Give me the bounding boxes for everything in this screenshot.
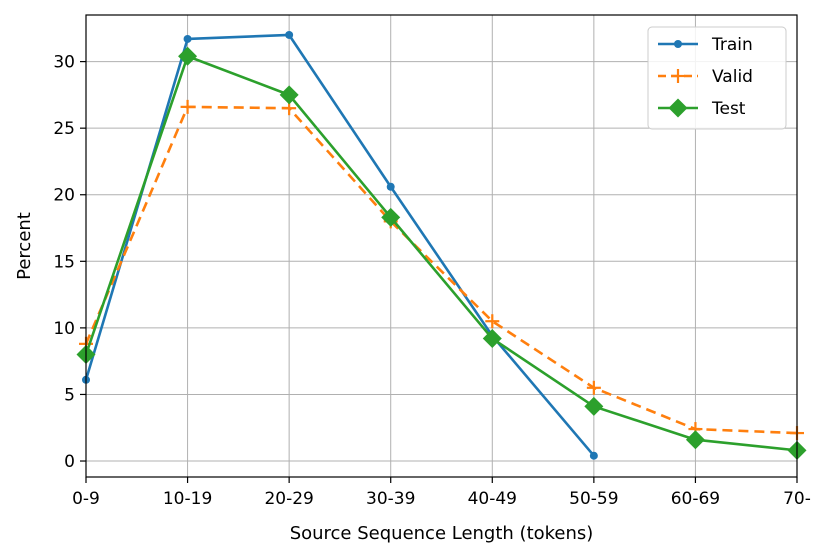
legend-label-train: Train: [711, 35, 753, 55]
series-line-valid: [84, 105, 798, 435]
series-train: [82, 30, 598, 460]
series-test: [76, 46, 807, 460]
x-tick-label: 20-29: [264, 489, 313, 509]
x-tick-label: 40-49: [468, 489, 517, 509]
x-tick-label: 60-69: [671, 489, 720, 509]
data-point-valid: [485, 314, 500, 329]
legend-label-valid: Valid: [712, 67, 753, 87]
legend-entry-train: Train: [658, 35, 753, 55]
ticks: 0-9 10-19 20-29 30-39 40-49 50-59 60-69 70- 0 5 10…: [53, 53, 811, 509]
legend-marker-train: [674, 40, 682, 48]
y-axis-title: Percent: [14, 212, 35, 280]
data-point-valid: [180, 99, 195, 114]
plot-frame: [85, 14, 798, 478]
y-tick-label: 30: [53, 53, 75, 73]
legend-marker-test: [668, 98, 688, 118]
legend: Train Valid Test: [647, 26, 787, 130]
y-tick-label: 15: [53, 252, 75, 272]
legend-marker-valid: [671, 69, 685, 83]
y-tick-label: 0: [64, 452, 75, 472]
data-point-train: [183, 34, 192, 43]
x-tick-label: 30-39: [366, 489, 415, 509]
data-point-test: [685, 430, 705, 450]
data-point-test: [381, 207, 401, 227]
data-point-test: [178, 46, 198, 66]
legend-label-test: Test: [711, 99, 746, 119]
series-layer: [76, 30, 807, 460]
x-tick-label: 10-19: [163, 489, 212, 509]
data-point-train: [285, 30, 294, 39]
x-axis-title: Source Sequence Length (tokens): [290, 523, 594, 544]
series-line-test: [84, 54, 798, 452]
legend-entry-valid: Valid: [658, 67, 753, 87]
legend-entry-test: Test: [658, 98, 746, 119]
data-point-train: [386, 182, 395, 191]
series-line-train: [84, 33, 595, 457]
x-tick-label: 0-9: [72, 489, 100, 509]
data-point-train: [589, 451, 598, 460]
y-tick-label: 20: [53, 186, 75, 206]
x-tick-label: 50-59: [569, 489, 618, 509]
data-point-test: [584, 396, 604, 416]
y-tick-label: 25: [53, 119, 75, 139]
data-point-valid: [586, 380, 601, 395]
x-tick-label: 70-: [783, 489, 811, 509]
data-point-test: [482, 329, 502, 349]
data-point-test: [279, 85, 299, 105]
y-tick-label: 5: [64, 385, 75, 405]
y-tick-label: 10: [53, 319, 75, 339]
